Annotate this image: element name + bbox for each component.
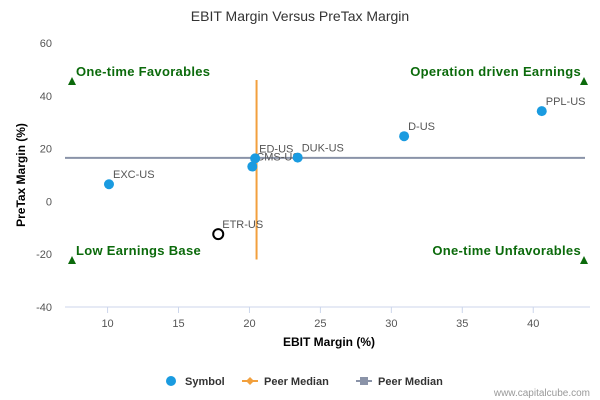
quadrant-labels: One-time Favorables Operation driven Earn…: [68, 64, 588, 264]
x-axis-label: EBIT Margin (%): [283, 335, 375, 349]
credit-text: www.capitalcube.com: [493, 388, 590, 399]
x-tick-label: 30: [385, 318, 397, 330]
y-tick-label: 60: [40, 38, 52, 50]
quadrant-label-top-right: Operation driven Earnings: [410, 64, 581, 79]
data-point-label: ETR-US: [222, 219, 263, 231]
x-tick-label: 40: [527, 318, 539, 330]
data-point: [292, 152, 303, 163]
legend: Symbol Peer Median Peer Median: [166, 376, 443, 388]
tick-labels: 10 15 20 25 30 35 40 -40 -20 0 20 40 60: [36, 38, 539, 330]
bottom-right-marker-icon: [580, 256, 588, 264]
data-point-label: CMS-US: [256, 152, 299, 164]
peer-median-lines: [65, 79, 585, 260]
y-axis-label: PreTax Margin (%): [14, 123, 28, 227]
y-tick-label: 0: [46, 196, 52, 208]
quadrant-label-top-left: One-time Favorables: [76, 64, 210, 79]
x-tick-label: 25: [314, 318, 326, 330]
legend-circle-icon: [166, 376, 176, 386]
data-point: [212, 228, 225, 241]
y-tick-label: -20: [36, 249, 52, 261]
legend-label: Symbol: [185, 376, 225, 388]
data-point-label: PPL-US: [546, 96, 586, 108]
y-tick-label: 40: [40, 91, 52, 103]
x-tick-label: 20: [243, 318, 255, 330]
data-point: [250, 153, 261, 164]
data-point-label: D-US: [408, 121, 435, 133]
x-tick-label: 15: [172, 318, 184, 330]
x-tick-label: 35: [456, 318, 468, 330]
y-tick-label: -40: [36, 302, 52, 314]
chart-title: EBIT Margin Versus PreTax Margin: [191, 8, 409, 24]
data-point-label: EXC-US: [113, 169, 155, 181]
legend-label: Peer Median: [264, 376, 329, 388]
top-left-marker-icon: [68, 77, 76, 85]
data-point: [247, 161, 258, 172]
data-point: [399, 131, 410, 142]
data-point: [536, 106, 547, 117]
data-point-label: DUK-US: [302, 143, 344, 155]
legend-square-icon: [360, 377, 368, 385]
top-right-marker-icon: [580, 77, 588, 85]
legend-diamond-icon: [246, 377, 254, 385]
x-tick-label: 10: [101, 318, 113, 330]
data-point-label: ED-US: [259, 143, 293, 155]
quadrant-label-bottom-right: One-time Unfavorables: [432, 243, 581, 258]
quadrant-label-bottom-left: Low Earnings Base: [76, 243, 201, 258]
y-tick-label: 20: [40, 144, 52, 156]
bottom-left-marker-icon: [68, 256, 76, 264]
data-point: [103, 179, 114, 190]
legend-label: Peer Median: [378, 376, 443, 388]
